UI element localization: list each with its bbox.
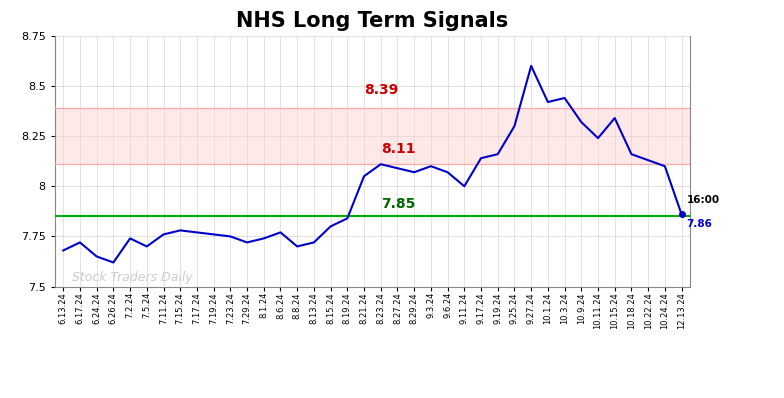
- Bar: [55, 108, 690, 164]
- Text: 8.11: 8.11: [381, 142, 416, 156]
- Text: Stock Traders Daily: Stock Traders Daily: [71, 271, 192, 283]
- Text: 8.39: 8.39: [364, 83, 398, 97]
- Text: 7.85: 7.85: [381, 197, 416, 211]
- Text: 16:00: 16:00: [687, 195, 720, 205]
- Text: 7.86: 7.86: [687, 219, 713, 229]
- Title: NHS Long Term Signals: NHS Long Term Signals: [236, 12, 509, 31]
